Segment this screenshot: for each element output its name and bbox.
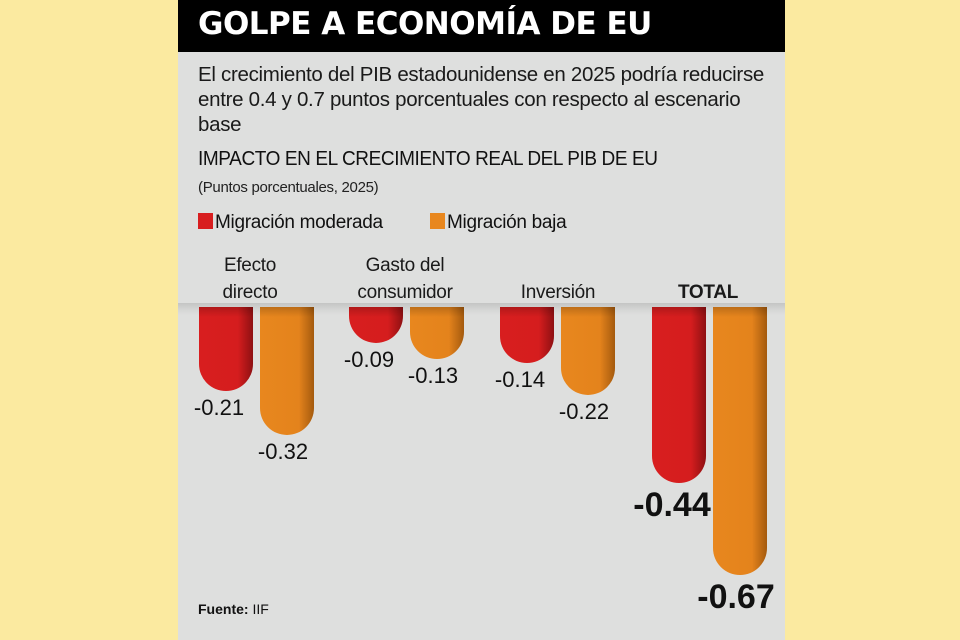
chart-unit: (Puntos porcentuales, 2025) <box>198 179 379 196</box>
bar-total-migracion-moderada <box>652 307 706 483</box>
subtitle: El crecimiento del PIB estadounidense en… <box>198 63 765 136</box>
bar-top-shadow <box>349 307 403 317</box>
legend-item-baja: Migración baja <box>430 212 567 234</box>
value-label-gasto-del-consumidor-migracion-moderada: -0.09 <box>344 347 394 372</box>
chart-title: IMPACTO EN EL CRECIMIENTO REAL DEL PIB D… <box>198 148 658 171</box>
source-label: Fuente: <box>198 601 249 617</box>
bar-efecto-directo-migracion-baja <box>260 307 314 435</box>
category-label-line: directo <box>222 282 278 303</box>
category-label-line: TOTAL <box>677 282 739 303</box>
category-label-line: consumidor <box>357 282 453 303</box>
bar-inversion-migracion-baja <box>561 307 615 395</box>
legend-swatch-moderada <box>198 213 213 229</box>
page-title: GOLPE A ECONOMÍA DE EU <box>198 6 652 42</box>
value-label-efecto-directo-migracion-moderada: -0.21 <box>194 395 244 420</box>
bar-top-shadow <box>260 307 314 317</box>
value-label-gasto-del-consumidor-migracion-baja: -0.13 <box>408 363 458 388</box>
category-label-efecto-directo: Efecto directo <box>178 252 325 306</box>
source-note: Fuente: IIF <box>198 601 269 617</box>
bar-top-shadow <box>713 307 767 317</box>
legend-label: Migración baja <box>447 212 567 233</box>
header-band: GOLPE A ECONOMÍA DE EU <box>178 0 785 52</box>
bar-inversion-migracion-moderada <box>500 307 554 363</box>
bar-top-shadow <box>410 307 464 317</box>
category-label-line: Efecto <box>223 255 277 276</box>
bar-top-shadow <box>500 307 554 317</box>
bar-efecto-directo-migracion-moderada <box>199 307 253 391</box>
bar-total-migracion-baja <box>713 307 767 575</box>
value-label-total-migracion-baja: -0.67 <box>697 578 775 616</box>
bar-top-shadow <box>652 307 706 317</box>
value-label-inversion-migracion-moderada: -0.14 <box>495 367 545 392</box>
category-label-line: Gasto del <box>365 255 445 276</box>
source-value: IIF <box>252 601 269 617</box>
value-label-efecto-directo-migracion-baja: -0.32 <box>258 439 308 464</box>
bar-chart: -0.21 -0.32 -0.09 -0.13 -0.14 -0.22 -0.44 -0.67 <box>194 307 775 616</box>
bar-top-shadow <box>561 307 615 317</box>
category-label-total: TOTAL <box>633 279 783 306</box>
category-label-gasto-consumidor: Gasto del consumidor <box>330 252 480 306</box>
legend-swatch-baja <box>430 213 445 229</box>
legend-label: Migración moderada <box>215 212 383 233</box>
category-label-line: Inversión <box>520 282 596 303</box>
bar-top-shadow <box>199 307 253 317</box>
value-label-total-migracion-moderada: -0.44 <box>633 486 711 524</box>
category-label-inversion: Inversión <box>483 279 633 306</box>
baseline <box>178 303 785 315</box>
infographic-panel: GOLPE A ECONOMÍA DE EU El crecimiento de… <box>178 0 785 640</box>
legend-item-moderada: Migración moderada <box>198 212 383 234</box>
value-label-inversion-migracion-baja: -0.22 <box>559 399 609 424</box>
bar-gasto-del-consumidor-migracion-baja <box>410 307 464 359</box>
